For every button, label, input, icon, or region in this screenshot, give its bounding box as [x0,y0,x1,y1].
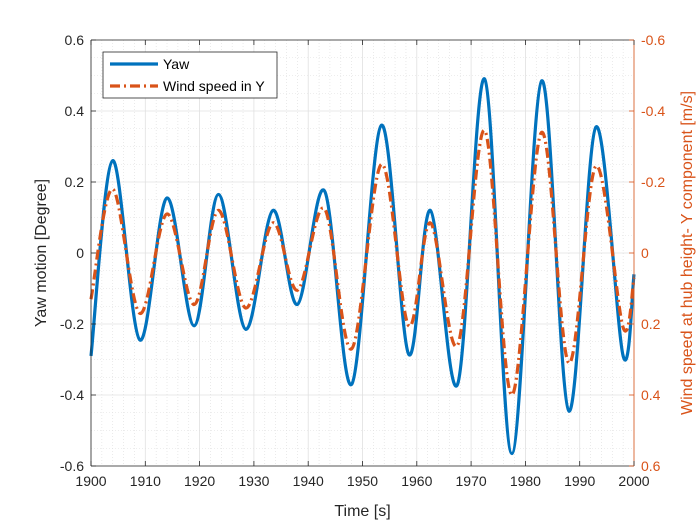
axes-layer [90,39,635,467]
legend-label-yaw: Yaw [163,56,190,72]
x-axis-label: Time [s] [334,503,390,520]
y-tick-label-right: -0.2 [641,174,665,190]
y-axis-label-right: Wind speed at hub height- Y component [m… [679,91,696,415]
series-layer [89,77,636,456]
y-tick-label-right: -0.4 [641,103,665,119]
y-axis-label-left: Yaw motion [Degree] [33,179,50,327]
legend: Yaw Wind speed in Y [102,51,278,99]
x-tick-label: 1950 [347,473,378,489]
legend-box [102,51,278,99]
y-tick-label-right: -0.6 [641,32,665,48]
y-tick-label-left: -0.2 [60,316,84,332]
x-tick-label: 1910 [130,473,161,489]
x-tick-label: 1970 [456,473,487,489]
x-tick-label: 1940 [293,473,324,489]
x-tick-label: 1930 [238,473,269,489]
x-tick-label: 1980 [510,473,541,489]
x-tick-labels: 1900 1910 1920 1930 1940 1950 1960 1970 1980 1990… [75,473,649,489]
y-tick-label-right: 0 [641,245,649,261]
y-tick-label-left: 0.6 [65,32,85,48]
y-tick-labels-right: -0.6 -0.4 -0.2 0 0.2 0.4 0.6 [641,32,665,474]
x-tick-label: 1920 [184,473,215,489]
legend-label-wind: Wind speed in Y [163,78,265,94]
y-tick-labels-left: -0.6 -0.4 -0.2 0 0.2 0.4 0.6 [60,32,84,474]
y-tick-label-left: 0.2 [65,174,85,190]
y-tick-label-right: 0.4 [641,387,661,403]
y-tick-label-left: -0.6 [60,458,84,474]
y-tick-label-left: -0.4 [60,387,84,403]
y-tick-label-right: 0.2 [641,316,661,332]
y-tick-label-right: 0.6 [641,458,661,474]
x-tick-label: 1990 [564,473,595,489]
series-line-wind-speed-y [89,128,636,397]
y-tick-label-left: 0.4 [65,103,85,119]
x-tick-label: 1900 [75,473,106,489]
x-tick-label: 2000 [618,473,649,489]
x-tick-label: 1960 [401,473,432,489]
y-tick-label-left: 0 [76,245,84,261]
